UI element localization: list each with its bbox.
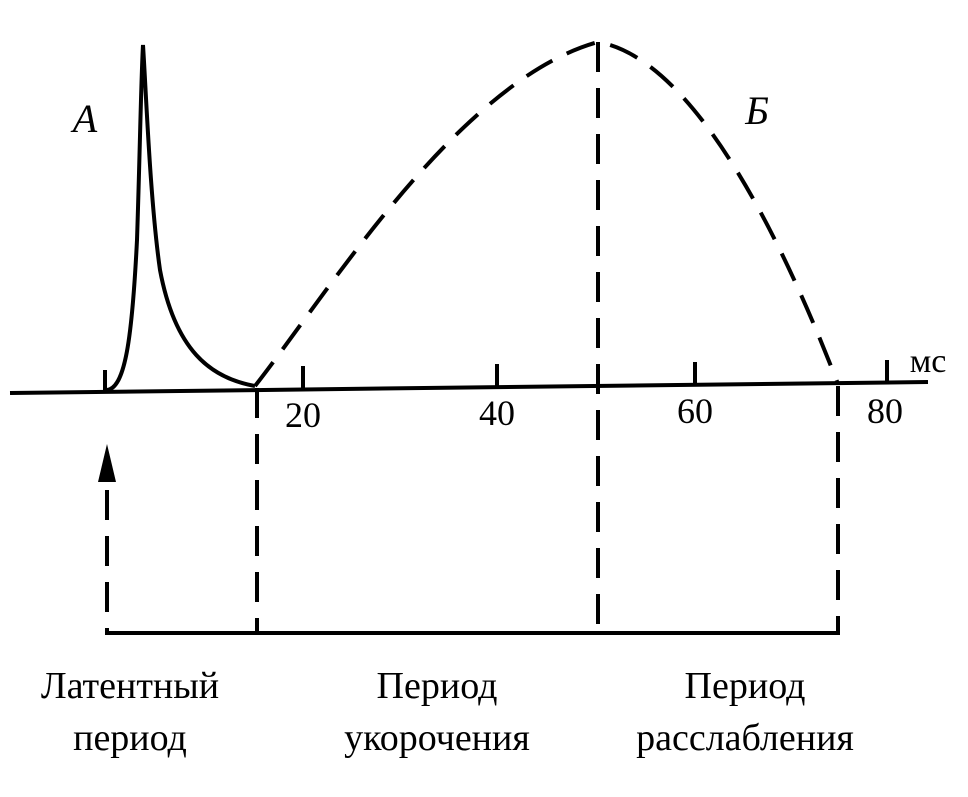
tick-label: 60: [677, 391, 713, 431]
axis-ticks: [103, 360, 889, 392]
period-label: Период: [377, 665, 498, 707]
time-axis: [9, 380, 929, 395]
tick-label: 40: [479, 393, 515, 433]
stimulus-arrow: [98, 444, 116, 482]
period-label: период: [73, 717, 187, 759]
spike-curve: [106, 44, 256, 392]
label-a: А: [70, 96, 98, 141]
period-label: укорочения: [344, 717, 530, 759]
period-label: расслабления: [636, 717, 854, 759]
tick-label: 80: [867, 391, 903, 431]
axis-unit: мс: [910, 343, 947, 380]
period-label: Латентный: [41, 665, 219, 707]
period-label: Период: [685, 665, 806, 707]
tick-label: 20: [285, 395, 321, 435]
label-b: Б: [744, 88, 769, 133]
contraction-curve: [253, 39, 840, 388]
